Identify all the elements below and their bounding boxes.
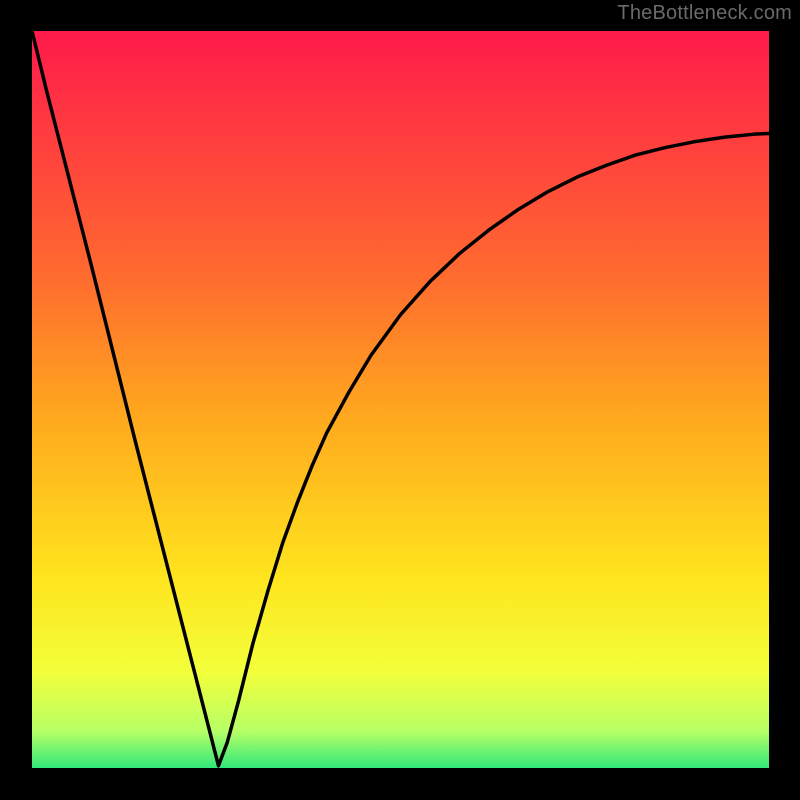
chart-stage: TheBottleneck.com <box>0 0 800 800</box>
bottleneck-curve <box>32 31 769 766</box>
curve-layer <box>32 31 769 768</box>
plot-area <box>32 31 769 768</box>
watermark-text: TheBottleneck.com <box>617 2 792 25</box>
